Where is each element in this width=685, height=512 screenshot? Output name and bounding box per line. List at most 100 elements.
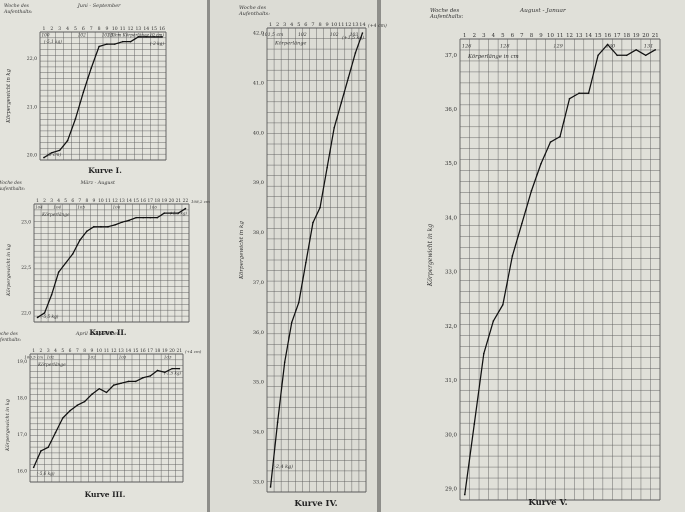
week-tick-label: 16: [140, 199, 146, 204]
data-point: [568, 97, 571, 100]
data-point: [163, 212, 166, 214]
week-tick-label: 21: [177, 349, 183, 354]
week-tick-label: 8: [83, 349, 86, 354]
week-tick-label: 8: [85, 199, 88, 204]
data-point: [283, 361, 286, 364]
week-tick-label: 16: [159, 26, 165, 32]
week-tick-label: 4: [492, 33, 496, 39]
header-week-label: Woche des: [0, 332, 19, 337]
header-period: August - Januar: [519, 8, 567, 14]
y-tick-label: 39,0: [253, 180, 264, 186]
y-axis-label: Körpergewicht in kg: [239, 221, 245, 280]
height-label: 104: [35, 205, 43, 210]
height-label: 103: [164, 355, 172, 360]
start-note: (-2,4 kg): [273, 463, 294, 470]
data-point: [121, 221, 123, 223]
week-tick-label: 10: [331, 22, 337, 28]
week-tick-label: 9: [326, 22, 329, 28]
week-tick-label: 5: [61, 349, 64, 354]
height-label: 103: [350, 32, 359, 38]
data-point: [156, 216, 159, 219]
y-tick-label: 21,0: [27, 104, 37, 110]
data-point: [112, 384, 115, 386]
week-tick-label: 15: [133, 199, 139, 204]
y-tick-label: 16,0: [17, 470, 27, 475]
height-label: 102: [88, 355, 96, 360]
height-label: 106: [149, 205, 157, 210]
y-tick-label: 36,0: [445, 107, 458, 113]
height-label: 131: [644, 44, 654, 50]
start-note-2: (-5,1 kg): [44, 39, 62, 44]
week-tick-label: 11: [105, 199, 111, 204]
y-axis-label: Körpergewicht in kg: [6, 244, 12, 297]
height-row-note: Körperlänge in cm: [467, 54, 519, 60]
week-tick-label: 12: [128, 26, 134, 32]
data-point: [492, 320, 495, 322]
page-right: [381, 0, 685, 512]
data-point: [298, 301, 300, 304]
height-label: 100,5 cm: [24, 355, 43, 360]
week-tick-label: 10: [98, 199, 104, 204]
page-middle: [210, 0, 377, 512]
data-point: [120, 382, 122, 385]
start-note: (0 cm): [47, 153, 62, 158]
height-row-note: Körperlänge: [37, 363, 66, 368]
data-point: [170, 212, 173, 214]
data-point: [64, 262, 67, 264]
data-point: [149, 216, 152, 219]
data-point: [121, 40, 124, 43]
data-point: [171, 367, 173, 370]
chart-caption: Kurve I.: [88, 166, 122, 175]
week-tick-label: 3: [283, 22, 286, 28]
header-stay-label: Aufenthalts:: [0, 338, 22, 343]
height-row-note: Körperlänge: [274, 41, 307, 47]
week-tick-label: 3: [50, 199, 53, 204]
plot-grid: [266, 27, 367, 493]
height-label: 102: [298, 32, 307, 38]
data-point: [276, 421, 279, 423]
start-note: (-5,5 kg): [41, 314, 59, 319]
week-tick-label: 18: [154, 199, 160, 204]
y-tick-label: 22,0: [21, 311, 31, 316]
data-point: [135, 216, 137, 219]
data-point: [312, 221, 314, 224]
week-tick-label: 3: [58, 26, 61, 32]
week-tick-label: 5: [74, 26, 77, 32]
height-label: 102: [330, 32, 339, 38]
week-tick-label: 8: [318, 22, 321, 28]
y-tick-label: 41,0: [253, 80, 264, 86]
y-axis-label: Körpergewicht in kg: [6, 68, 12, 123]
data-point: [354, 52, 357, 54]
y-tick-label: 22,5: [21, 266, 31, 271]
week-tick-label: 6: [511, 33, 515, 39]
data-point: [163, 371, 166, 374]
week-tick-label: 7: [76, 349, 79, 354]
plot-grid: [33, 203, 190, 323]
data-point: [319, 206, 321, 209]
y-tick-label: 34,0: [445, 215, 458, 221]
week-tick-label: 12: [566, 33, 573, 39]
height-label: 126: [462, 44, 472, 50]
data-point: [644, 54, 647, 57]
plot-grid: [39, 31, 167, 161]
week-tick-label: 10: [547, 33, 554, 39]
data-point: [58, 149, 61, 152]
data-point: [177, 212, 180, 214]
data-point: [178, 367, 181, 370]
header-stay-label: Aufenthalts:: [3, 9, 33, 15]
data-point: [635, 49, 637, 51]
weight-curve-line: [43, 36, 163, 159]
data-point: [142, 376, 144, 379]
week-tick-label: 6: [69, 349, 72, 354]
end-note: (+1,5 kg): [342, 34, 364, 41]
data-point: [128, 219, 130, 222]
data-point: [127, 380, 130, 383]
height-label: 102: [47, 355, 55, 360]
week-tick-label: 4: [54, 349, 57, 354]
